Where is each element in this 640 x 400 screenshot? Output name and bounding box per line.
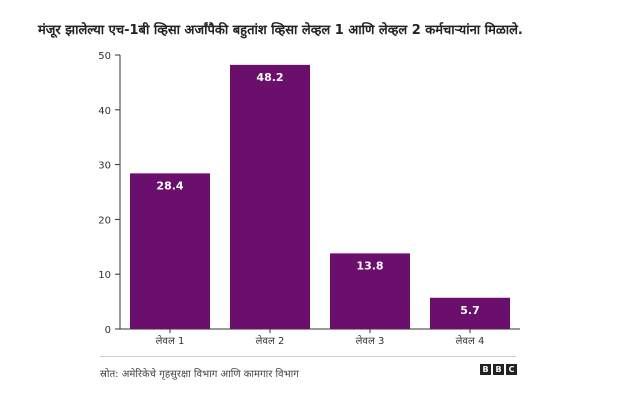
x-tick-label: लेवल 3 — [356, 335, 385, 347]
y-tick-label: 20 — [98, 215, 111, 226]
footer-divider — [100, 356, 516, 357]
data-label: 5.7 — [460, 304, 480, 317]
y-tick-label: 50 — [98, 51, 111, 62]
y-tick-label: 10 — [98, 270, 111, 281]
bar — [230, 64, 310, 329]
source-note: स्रोत: अमेरिकेचे गृहसुरक्षा विभाग आणि का… — [100, 369, 299, 380]
data-label: 28.4 — [156, 179, 183, 192]
y-tick-label: 0 — [105, 325, 111, 336]
bbc-logo-letter: C — [506, 364, 517, 375]
bbc-logo-letter: B — [493, 364, 504, 375]
x-tick-label: लेवल 2 — [256, 335, 285, 347]
bbc-logo-letter: B — [480, 364, 491, 375]
chart-title: मंजूर झालेल्या एच-1बी व्हिसा अर्जांपैकी … — [38, 23, 523, 38]
x-tick-label: लेवल 1 — [156, 335, 185, 347]
x-tick-label: लेवल 4 — [456, 335, 485, 347]
y-tick-label: 40 — [98, 106, 111, 117]
bar — [130, 173, 210, 329]
y-tick-label: 30 — [98, 161, 111, 172]
bbc-logo: B B C — [480, 364, 517, 375]
data-label: 48.2 — [256, 71, 283, 84]
bar — [330, 253, 410, 329]
data-label: 13.8 — [356, 259, 383, 272]
bar — [430, 297, 510, 329]
